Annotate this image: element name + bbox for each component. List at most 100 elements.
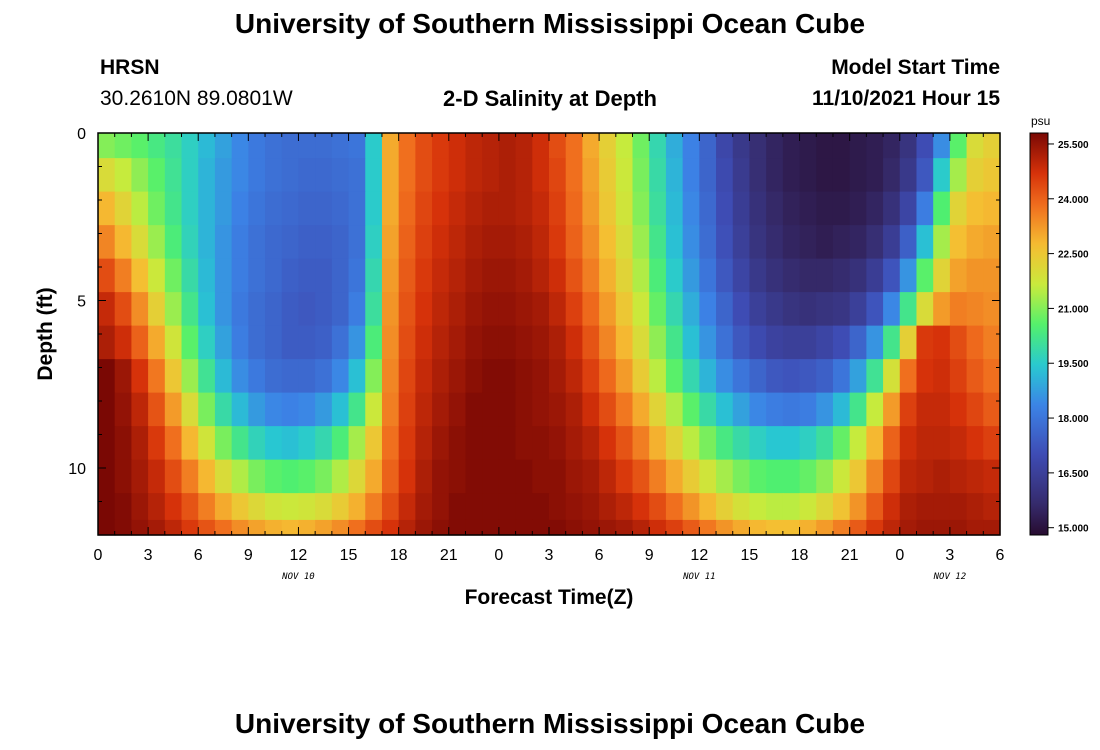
heatmap-cell [615, 426, 634, 461]
heatmap-cell [148, 225, 166, 260]
heatmap-cell [949, 459, 968, 494]
heatmap-cell [749, 325, 767, 360]
heatmap-cell [432, 191, 450, 226]
heatmap-cell [832, 258, 851, 293]
heatmap-cell [265, 426, 283, 461]
heatmap-cell [565, 225, 583, 260]
heatmap-cell [331, 493, 350, 521]
heatmap-cell [281, 225, 300, 260]
heatmap-cell [148, 258, 166, 293]
heatmap-cell [949, 493, 968, 521]
heatmap-cell [966, 359, 984, 394]
heatmap-cell [432, 459, 450, 494]
heatmap-cell [949, 359, 968, 394]
heatmap-cell [615, 158, 634, 193]
heatmap-cell [198, 225, 216, 260]
heatmap-cell [148, 426, 166, 461]
heatmap-cell [98, 493, 116, 521]
heatmap-cell [966, 191, 984, 226]
heatmap-cell [732, 191, 751, 226]
heatmap-cell [899, 292, 918, 327]
heatmap-cell [549, 493, 567, 521]
heatmap-cell [265, 191, 283, 226]
heatmap-cell [131, 191, 149, 226]
heatmap-cell [181, 292, 199, 327]
heatmap-cell [716, 459, 734, 494]
heatmap-cell [331, 519, 350, 536]
heatmap-cell [281, 519, 300, 536]
heatmap-cell [448, 519, 467, 536]
heatmap-cell [983, 519, 1001, 536]
heatmap-cell [565, 133, 583, 159]
heatmap-cell [883, 191, 901, 226]
heatmap-cell [231, 133, 249, 159]
heatmap-cell [114, 426, 132, 461]
heatmap-cell [966, 133, 984, 159]
heatmap-cell [883, 292, 901, 327]
heatmap-cell [198, 258, 216, 293]
heatmap-cell [381, 258, 400, 293]
heatmap-cell [782, 459, 801, 494]
heatmap-cell [549, 258, 567, 293]
heatmap-cell [649, 292, 667, 327]
station-coordinates: 30.2610N 89.0801W [100, 87, 293, 110]
heatmap-cell [832, 133, 851, 159]
heatmap-cell [131, 133, 149, 159]
heatmap-cell [983, 325, 1001, 360]
heatmap-cell [498, 359, 517, 394]
heatmap-cell [782, 292, 801, 327]
date-labels: NOV 10 NOV 11 NOV 12 [281, 572, 966, 582]
heatmap-cell [782, 258, 801, 293]
heatmap-cell [665, 459, 684, 494]
heatmap-cell [832, 459, 851, 494]
heatmap-cell [832, 426, 851, 461]
heatmap-cell [615, 493, 634, 521]
heatmap-cell [98, 392, 116, 427]
heatmap-cell [348, 359, 366, 394]
heatmap-cell [716, 191, 734, 226]
heatmap-cell [983, 459, 1001, 494]
heatmap-cell [632, 493, 650, 521]
heatmap-cell [866, 158, 884, 193]
heatmap-cell [832, 325, 851, 360]
x-tick-label: 6 [996, 547, 1005, 564]
heatmap-cell [98, 292, 116, 327]
heatmap-cell [248, 225, 266, 260]
heatmap-cell [565, 325, 583, 360]
heatmap-cell [883, 426, 901, 461]
heatmap-cell [114, 258, 132, 293]
heatmap-cell [131, 459, 149, 494]
heatmap-cell [381, 158, 400, 193]
colorbar-tick-label: 18.000 [1058, 414, 1089, 425]
heatmap-cell [148, 359, 166, 394]
heatmap-cell [599, 158, 617, 193]
heatmap-cell [799, 133, 817, 159]
heatmap-cell [682, 133, 700, 159]
heatmap-cell [164, 359, 183, 394]
heatmap-cell [298, 459, 316, 494]
heatmap-cell [432, 325, 450, 360]
heatmap-cell [933, 191, 951, 226]
heatmap-cell [265, 392, 283, 427]
heatmap-cell [148, 133, 166, 159]
heatmap-cell [632, 158, 650, 193]
heatmap-cell [331, 258, 350, 293]
heatmap-cell [883, 158, 901, 193]
heatmap-cell [415, 158, 433, 193]
heatmap-cell [883, 459, 901, 494]
heatmap-cell [331, 158, 350, 193]
heatmap-cell [281, 133, 300, 159]
heatmap-cell [231, 325, 249, 360]
heatmap-cell [632, 325, 650, 360]
x-axis-title: Forecast Time(Z) [465, 586, 634, 609]
heatmap-cell [248, 426, 266, 461]
heatmap-cell [632, 292, 650, 327]
heatmap-cell [265, 225, 283, 260]
heatmap-cell [732, 359, 751, 394]
heatmap-cell [899, 225, 918, 260]
heatmap-cell [415, 359, 433, 394]
heatmap-cell [315, 191, 333, 226]
heatmap-cell [482, 519, 500, 536]
heatmap-cell [665, 292, 684, 327]
heatmap-cell [465, 191, 483, 226]
